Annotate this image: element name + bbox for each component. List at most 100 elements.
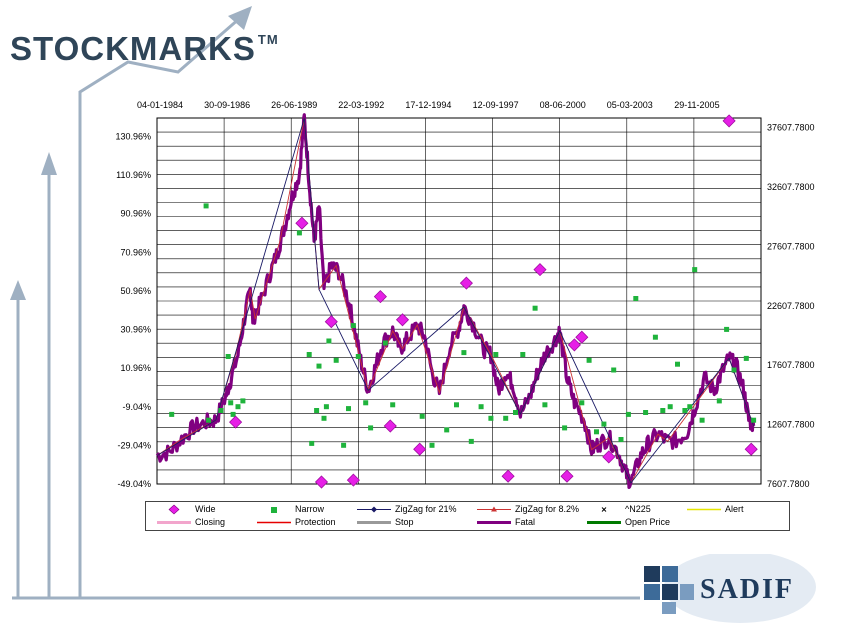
narrow-marker <box>240 398 246 404</box>
wide-marker <box>533 263 547 277</box>
narrow-marker <box>390 402 396 408</box>
narrow-marker <box>643 410 649 415</box>
wide-marker <box>229 415 243 429</box>
legend-square-icon <box>271 507 277 513</box>
narrow-marker <box>724 326 730 332</box>
narrow-marker <box>542 402 548 408</box>
sadif-square-2 <box>662 566 678 582</box>
narrow-marker <box>468 438 474 444</box>
narrow-marker <box>478 404 484 410</box>
legend-label: ZigZag for 21% <box>395 504 457 514</box>
y-left-tick-label: 50.96% <box>120 286 151 296</box>
series-zigzag-21-line <box>156 118 755 484</box>
narrow-marker <box>682 408 688 413</box>
narrow-marker <box>341 442 347 448</box>
legend-label: Stop <box>395 517 414 527</box>
wide-marker <box>602 450 616 464</box>
wide-marker <box>324 315 338 329</box>
narrow-marker <box>687 404 693 410</box>
wide-marker <box>459 276 473 290</box>
narrow-marker <box>461 350 467 356</box>
legend-diamond-icon <box>168 504 180 515</box>
y-left-tick-label: -29.04% <box>117 440 151 450</box>
narrow-marker <box>675 361 680 367</box>
sadif-square-4 <box>662 584 678 600</box>
narrow-marker <box>296 230 302 236</box>
legend-item: Stop <box>356 516 414 529</box>
narrow-marker <box>225 354 231 359</box>
wide-marker <box>383 419 397 433</box>
narrow-marker <box>601 421 607 427</box>
narrow-marker <box>314 408 320 413</box>
narrow-marker <box>306 352 312 357</box>
wide-marker <box>560 469 574 483</box>
sadif-square-5 <box>680 584 694 600</box>
arrow-shaft-3 <box>78 16 241 598</box>
y-right-tick-label: 7607.7800 <box>767 479 810 489</box>
narrow-marker <box>382 340 388 346</box>
narrow-marker <box>228 400 234 406</box>
wide-marker <box>744 442 758 456</box>
legend-symbol-icon <box>257 521 291 524</box>
y-left-tick-label: 10.96% <box>120 363 151 373</box>
legend-symbol-icon <box>168 504 180 515</box>
y-right-tick-label: 27607.7800 <box>767 241 815 251</box>
legend-item: ^N225 <box>586 503 651 516</box>
legend-diamond-icon <box>371 506 377 513</box>
arrow-head-2 <box>41 152 57 175</box>
narrow-marker <box>532 305 538 311</box>
narrow-marker <box>419 413 425 419</box>
wide-marker <box>722 114 736 128</box>
narrow-marker <box>594 429 599 435</box>
chart-legend: Wide Narrow ZigZag for 21% ZigZag for 8.2% ^… <box>145 501 790 531</box>
y-left-tick-label: 70.96% <box>120 247 151 257</box>
x-tick-label: 05-03-2003 <box>607 100 653 110</box>
narrow-marker <box>586 357 592 363</box>
narrow-marker <box>488 415 494 421</box>
narrow-marker <box>751 417 757 423</box>
narrow-marker <box>206 417 212 423</box>
x-tick-label: 08-06-2000 <box>540 100 586 110</box>
narrow-marker <box>350 323 356 329</box>
narrow-marker <box>323 404 329 410</box>
legend-symbol-icon <box>587 521 621 524</box>
legend-symbol-icon <box>477 506 511 512</box>
legend-symbol-icon <box>157 521 191 524</box>
legend-symbol-icon <box>477 521 511 524</box>
narrow-marker <box>513 410 518 415</box>
sadif-logo: SADIF <box>644 554 816 623</box>
legend-symbol-icon <box>357 506 391 513</box>
narrow-marker <box>716 398 722 404</box>
narrow-marker <box>625 411 631 417</box>
legend-label: Narrow <box>295 504 325 514</box>
sadif-square-3 <box>644 584 660 600</box>
narrow-marker <box>309 440 315 446</box>
y-right-tick-label: 17607.7800 <box>767 360 815 370</box>
legend-label: Alert <box>725 504 744 514</box>
wide-marker <box>395 313 410 327</box>
y-right-tick-label: 32607.7800 <box>767 182 815 192</box>
narrow-marker <box>363 400 369 406</box>
narrow-marker <box>444 427 450 433</box>
narrow-marker <box>333 357 339 363</box>
legend-symbol-icon <box>687 508 721 511</box>
y-left-tick-label: 130.96% <box>115 131 151 141</box>
narrow-marker <box>355 354 361 359</box>
y-right-tick-label: 12607.7800 <box>767 420 815 430</box>
narrow-marker <box>731 367 737 373</box>
x-tick-label: 04-01-1984 <box>137 100 183 110</box>
narrow-marker <box>652 334 658 340</box>
narrow-marker <box>692 267 698 273</box>
wide-marker <box>501 469 515 483</box>
y-left-tick-label: 90.96% <box>120 209 151 219</box>
wide-marker <box>575 330 589 344</box>
x-tick-label: 26-06-1989 <box>271 100 317 110</box>
narrow-marker <box>454 402 459 408</box>
x-tick-label: 29-11-2005 <box>674 100 719 110</box>
narrow-marker <box>429 442 435 448</box>
wide-marker <box>373 290 387 304</box>
y-left-tick-label: -9.04% <box>122 402 151 412</box>
legend-label: Open Price <box>625 517 671 527</box>
